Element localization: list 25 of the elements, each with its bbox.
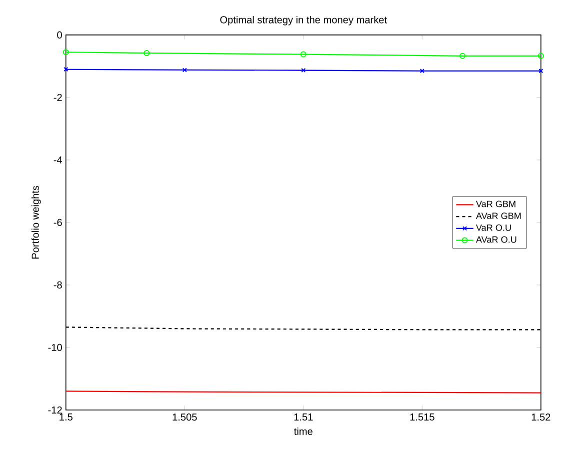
x-tick-label: 1.51 bbox=[294, 414, 313, 421]
x-axis-title: time bbox=[294, 428, 312, 435]
y-tick-label: 0 bbox=[57, 31, 62, 39]
y-tick-label: -4 bbox=[54, 156, 62, 164]
point bbox=[460, 52, 466, 59]
legend-label: AVaR O.U bbox=[476, 236, 516, 243]
point bbox=[420, 68, 424, 74]
y-tick-label: -2 bbox=[54, 94, 62, 101]
x-tick-label: 1.515 bbox=[410, 414, 434, 421]
legend-label: AVaR GBM bbox=[476, 212, 521, 220]
point bbox=[144, 50, 150, 56]
y-tick-label: -6 bbox=[54, 218, 62, 226]
y-tick-label: -10 bbox=[48, 344, 62, 352]
point bbox=[182, 68, 187, 72]
x-tick-label: 1.5 bbox=[60, 414, 72, 421]
y-axis-title: Portfolio weights bbox=[31, 186, 41, 259]
x-tick-label: 1.505 bbox=[172, 414, 197, 421]
legend-label: VaR O.U bbox=[476, 224, 511, 231]
y-tick-label: -8 bbox=[54, 281, 62, 289]
point bbox=[300, 51, 306, 58]
chart-title: Optimal strategy in the money market bbox=[220, 16, 387, 26]
legend-label: VaR GBM bbox=[476, 200, 516, 208]
x-tick-label: 1.52 bbox=[532, 414, 550, 421]
point bbox=[301, 68, 306, 73]
y-tick-label: -12 bbox=[48, 406, 62, 414]
